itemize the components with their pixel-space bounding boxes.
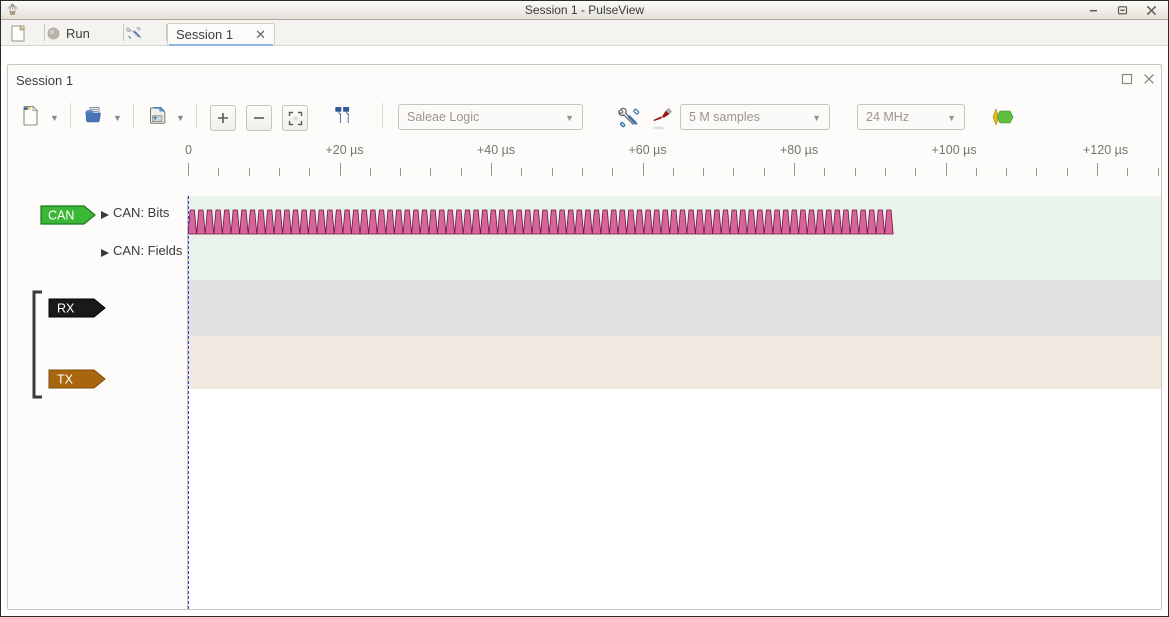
svg-text:CAN: CAN [48,209,74,223]
svg-text:TX: TX [57,373,74,387]
svg-text:RX: RX [57,302,75,316]
